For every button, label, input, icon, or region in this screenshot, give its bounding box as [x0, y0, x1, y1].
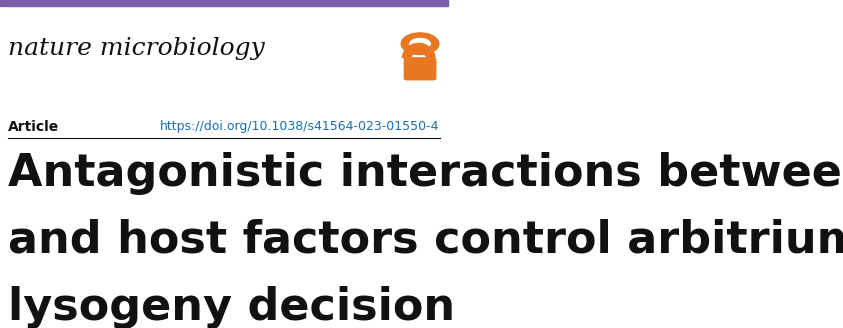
Text: Article: Article [8, 120, 59, 133]
Text: nature microbiology: nature microbiology [8, 37, 265, 60]
Text: https://doi.org/10.1038/s41564-023-01550-4: https://doi.org/10.1038/s41564-023-01550… [160, 120, 440, 133]
Bar [0, 0, 448, 6]
Text: lysogeny decision: lysogeny decision [8, 285, 455, 328]
FancyBboxPatch shape [405, 58, 436, 80]
Text: Antagonistic interactions between phage: Antagonistic interactions between phage [8, 152, 843, 195]
Text: and host factors control arbitrium lysis–: and host factors control arbitrium lysis… [8, 219, 843, 262]
